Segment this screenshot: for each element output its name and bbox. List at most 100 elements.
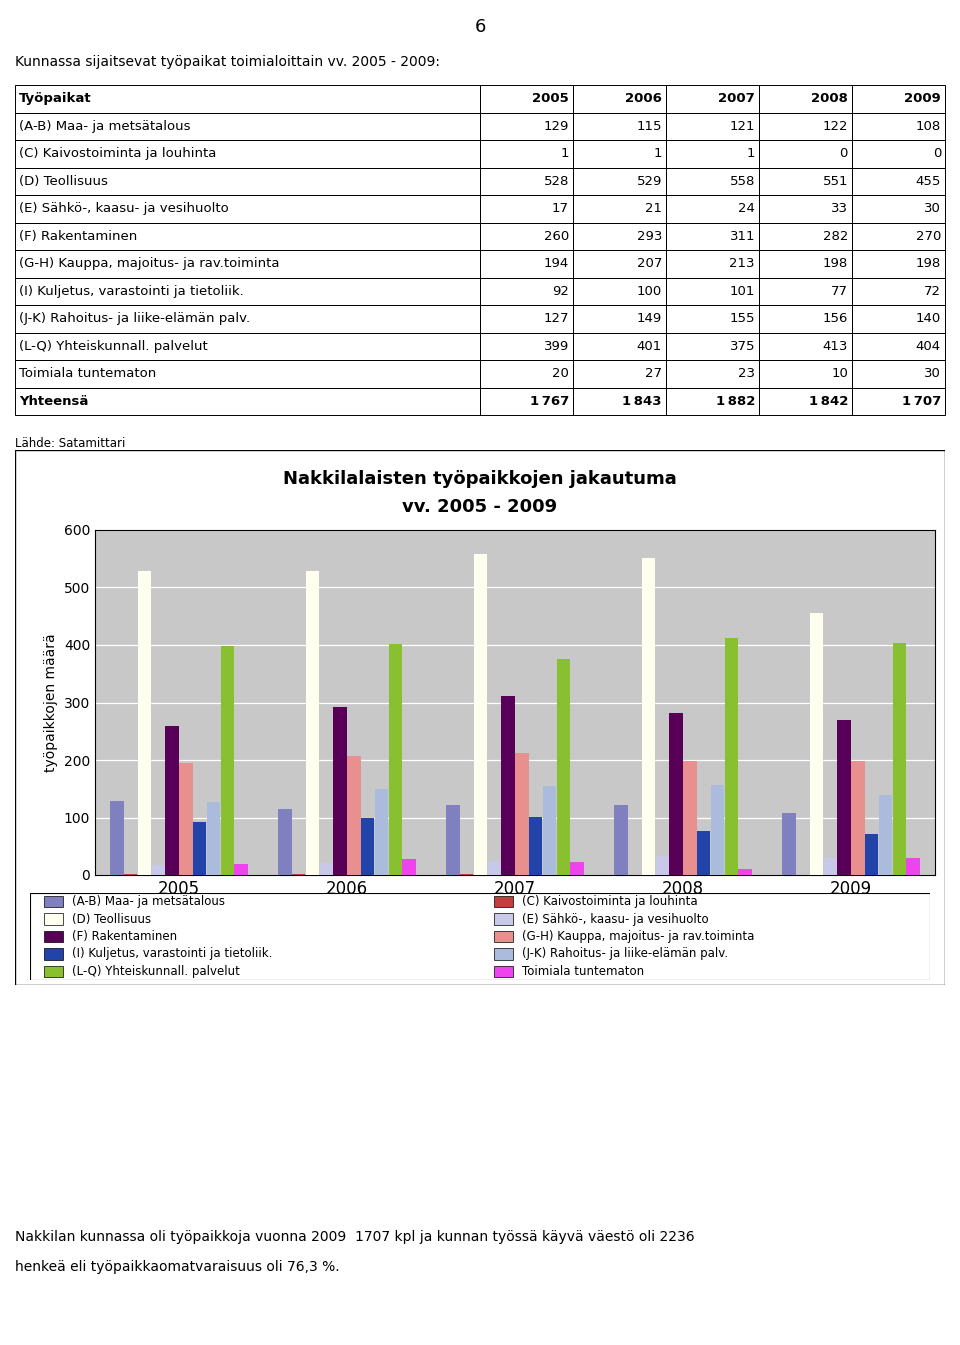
Text: 213: 213 (730, 257, 755, 270)
Text: 2009: 2009 (904, 93, 941, 105)
Text: 399: 399 (543, 340, 569, 352)
Bar (906, 858, 920, 876)
Bar (493, 966, 514, 976)
Bar (43, 948, 63, 959)
Text: (F) Rakentaminen: (F) Rakentaminen (19, 230, 137, 242)
Text: 270: 270 (916, 230, 941, 242)
Text: 101: 101 (730, 285, 755, 297)
Bar (852, 761, 865, 876)
Bar (759, 332, 852, 360)
Bar (573, 168, 666, 195)
Text: 311: 311 (730, 230, 755, 242)
Text: 413: 413 (823, 340, 848, 352)
Bar (573, 277, 666, 305)
Bar (480, 222, 573, 250)
Text: vv. 2005 - 2009: vv. 2005 - 2009 (402, 498, 558, 516)
Text: 20: 20 (552, 367, 569, 381)
Text: (D) Teollisuus: (D) Teollisuus (72, 913, 152, 925)
Bar (852, 113, 945, 140)
Text: 2006: 2006 (625, 93, 662, 105)
Text: 551: 551 (823, 175, 848, 188)
Bar (852, 140, 945, 168)
Text: (A-B) Maa- ja metsätalous: (A-B) Maa- ja metsätalous (19, 120, 190, 133)
Bar (852, 168, 945, 195)
Bar (488, 861, 501, 876)
Bar (759, 85, 852, 113)
Bar (15, 222, 480, 250)
Text: (F) Rakentaminen: (F) Rakentaminen (72, 929, 178, 943)
Bar (15, 195, 480, 222)
Text: 0: 0 (840, 147, 848, 160)
Text: 401: 401 (636, 340, 662, 352)
Text: 1 842: 1 842 (808, 394, 848, 408)
Text: (J-K) Rahoitus- ja liike-elämän palv.: (J-K) Rahoitus- ja liike-elämän palv. (19, 312, 251, 325)
Bar (837, 720, 851, 876)
Bar (15, 250, 480, 277)
Text: 293: 293 (636, 230, 662, 242)
Bar (110, 800, 124, 876)
X-axis label: vuosina: vuosina (479, 912, 551, 929)
Bar (893, 643, 906, 876)
Text: 1: 1 (747, 147, 755, 160)
Bar (852, 277, 945, 305)
Text: 155: 155 (730, 312, 755, 325)
Text: 121: 121 (730, 120, 755, 133)
Bar (666, 222, 759, 250)
Bar (206, 802, 220, 876)
Bar (402, 859, 416, 876)
Bar (570, 862, 584, 876)
Text: (L-Q) Yhteiskunnall. palvelut: (L-Q) Yhteiskunnall. palvelut (19, 340, 207, 352)
Bar (234, 863, 248, 876)
Text: 127: 127 (543, 312, 569, 325)
Text: 17: 17 (552, 202, 569, 215)
Bar (878, 795, 892, 876)
Text: (L-Q) Yhteiskunnall. palvelut: (L-Q) Yhteiskunnall. palvelut (72, 964, 240, 978)
Bar (480, 305, 573, 332)
Text: 375: 375 (730, 340, 755, 352)
Text: 10: 10 (831, 367, 848, 381)
Bar (15, 277, 480, 305)
Bar (666, 277, 759, 305)
Bar (501, 697, 515, 876)
Bar (642, 558, 656, 876)
Text: 198: 198 (823, 257, 848, 270)
Bar (573, 140, 666, 168)
Text: 30: 30 (924, 367, 941, 381)
Bar (852, 387, 945, 416)
Bar (710, 785, 724, 876)
Bar (480, 195, 573, 222)
Bar (852, 332, 945, 360)
Text: 455: 455 (916, 175, 941, 188)
Bar (374, 790, 388, 876)
Text: 2007: 2007 (718, 93, 755, 105)
Bar (43, 966, 63, 976)
Bar (666, 387, 759, 416)
Bar (480, 168, 573, 195)
Text: 27: 27 (645, 367, 662, 381)
Text: 0: 0 (932, 147, 941, 160)
Bar (759, 222, 852, 250)
Bar (15, 113, 480, 140)
Text: 1: 1 (561, 147, 569, 160)
Text: 77: 77 (831, 285, 848, 297)
Bar (348, 756, 361, 876)
Bar (852, 360, 945, 387)
Bar (15, 332, 480, 360)
Bar (573, 222, 666, 250)
Bar (573, 195, 666, 222)
Bar (15, 168, 480, 195)
Text: henkeä eli työpaikkaomatvaraisuus oli 76,3 %.: henkeä eli työpaikkaomatvaraisuus oli 76… (15, 1260, 340, 1274)
Bar (865, 834, 878, 876)
Bar (824, 858, 837, 876)
Bar (666, 168, 759, 195)
Bar (15, 140, 480, 168)
Bar (138, 572, 152, 876)
Bar (852, 250, 945, 277)
Text: (E) Sähkö-, kaasu- ja vesihuolto: (E) Sähkö-, kaasu- ja vesihuolto (19, 202, 228, 215)
Text: 528: 528 (543, 175, 569, 188)
Bar (656, 855, 669, 876)
Bar (684, 761, 697, 876)
Bar (810, 613, 824, 876)
Bar (666, 305, 759, 332)
Text: (C) Kaivostoiminta ja louhinta: (C) Kaivostoiminta ja louhinta (19, 147, 216, 160)
